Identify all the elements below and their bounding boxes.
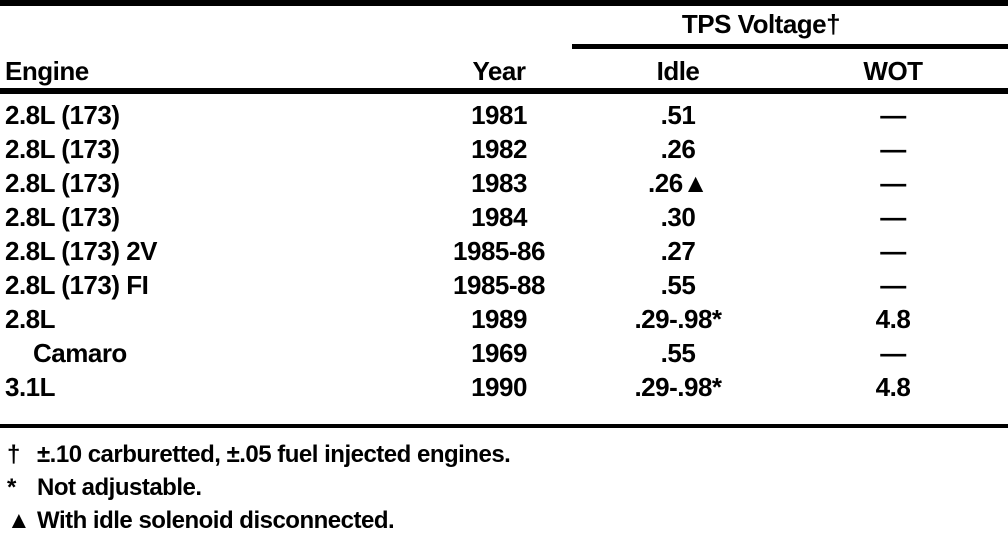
wot-cell: 4.8 bbox=[875, 372, 911, 402]
wot-cell: — bbox=[880, 202, 906, 232]
engine-cell: 3.1L bbox=[5, 372, 56, 402]
idle-cell: .55 bbox=[660, 270, 696, 300]
wot-cell: — bbox=[880, 338, 906, 368]
table-row: 2.8L (173) FI 1985-88 .55 — bbox=[0, 268, 1008, 302]
wot-cell: — bbox=[880, 270, 906, 300]
year-cell: 1985-86 bbox=[453, 236, 545, 266]
column-header-idle: Idle bbox=[656, 56, 700, 86]
idle-cell: .29-.98* bbox=[634, 304, 722, 334]
wot-cell: — bbox=[880, 100, 906, 130]
wot-cell: — bbox=[880, 134, 906, 164]
footnote-text: ±.10 carburetted, ±.05 fuel injected eng… bbox=[37, 441, 511, 468]
table-body: 2.8L (173) 1981.51—2.8L (173) 1982.26—2.8L… bbox=[0, 98, 1008, 404]
table-row: Camaro 1969 .55 — bbox=[0, 336, 1008, 370]
footnote-text: With idle solenoid disconnected. bbox=[37, 507, 395, 534]
year-cell: 1983 bbox=[471, 168, 527, 198]
footnote-symbol: ▲ bbox=[7, 507, 31, 534]
wot-cell: — bbox=[880, 236, 906, 266]
year-cell: 1985-88 bbox=[453, 270, 545, 300]
table-row: 3.1L 1990 .29-.98* 4.8 bbox=[0, 370, 1008, 404]
footnote-line: † ±.10 carburetted, ±.05 fuel injected en… bbox=[0, 438, 1008, 471]
wot-cell: 4.8 bbox=[875, 304, 911, 334]
engine-cell: 2.8L (173) bbox=[5, 134, 120, 164]
header-separator-rule bbox=[0, 88, 1008, 94]
year-cell: 1990 bbox=[471, 372, 527, 402]
footnotes: † ±.10 carburetted, ±.05 fuel injected en… bbox=[0, 438, 1008, 534]
table-row: 2.8L (173) 1981 .51 — bbox=[0, 98, 1008, 132]
table-row: 2.8L (173) 1984 .30 — bbox=[0, 200, 1008, 234]
footnote-symbol: † bbox=[7, 441, 20, 468]
wot-cell: — bbox=[880, 168, 906, 198]
engine-cell: 2.8L bbox=[5, 304, 56, 334]
engine-cell: 2.8L (173) 2V bbox=[5, 236, 158, 266]
footnote-line: * Not adjustable. bbox=[0, 471, 1008, 504]
idle-cell: .27 bbox=[660, 236, 696, 266]
year-cell: 1984 bbox=[471, 202, 527, 232]
column-header-engine: Engine bbox=[5, 56, 89, 86]
idle-cell: .29-.98* bbox=[634, 372, 722, 402]
column-header-row: Engine Year Idle WOT bbox=[0, 54, 1008, 88]
tps-group-underline-rule bbox=[572, 44, 1008, 49]
idle-cell: .51 bbox=[660, 100, 696, 130]
footnote-line: ▲ With idle solenoid disconnected. bbox=[0, 504, 1008, 534]
year-cell: 1989 bbox=[471, 304, 527, 334]
tps-voltage-group-header: TPS Voltage† bbox=[681, 9, 841, 39]
table-row: 2.8L (173) 2V 1985-86 .27 — bbox=[0, 234, 1008, 268]
idle-cell: .26▲ bbox=[648, 168, 708, 198]
engine-cell: 2.8L (173) bbox=[5, 202, 120, 232]
idle-cell: .55 bbox=[660, 338, 696, 368]
year-cell: 1982 bbox=[471, 134, 527, 164]
idle-cell: .26 bbox=[660, 134, 696, 164]
footnote-separator-rule bbox=[0, 424, 1008, 428]
year-cell: 1969 bbox=[471, 338, 527, 368]
idle-cell: .30 bbox=[660, 202, 696, 232]
top-rule bbox=[0, 0, 1008, 6]
engine-cell: 2.8L (173) bbox=[5, 168, 120, 198]
table-row: 2.8L 1989 .29-.98* 4.8 bbox=[0, 302, 1008, 336]
column-header-year: Year bbox=[472, 56, 526, 86]
column-header-wot: WOT bbox=[863, 56, 923, 86]
engine-cell: 2.8L (173) FI bbox=[5, 270, 149, 300]
engine-cell: Camaro bbox=[33, 338, 127, 368]
table-row: 2.8L (173) 1982 .26 — bbox=[0, 132, 1008, 166]
footnote-text: Not adjustable. bbox=[37, 474, 202, 501]
footnote-symbol: * bbox=[7, 474, 16, 501]
year-cell: 1981 bbox=[471, 100, 527, 130]
table-row: 2.8L (173) 1983 .26▲ — bbox=[0, 166, 1008, 200]
engine-cell: 2.8L (173) bbox=[5, 100, 120, 130]
